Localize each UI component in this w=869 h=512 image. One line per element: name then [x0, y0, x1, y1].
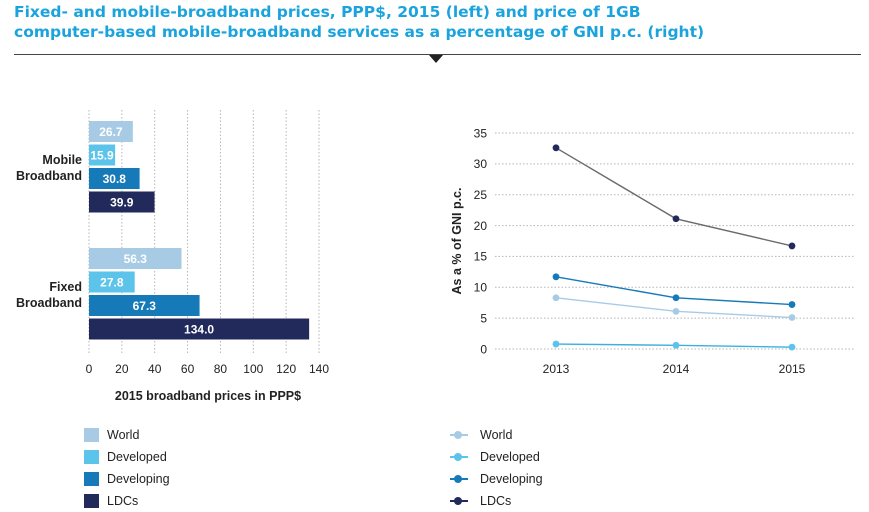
- bar-legend-item-ldcs: LDCs: [84, 490, 170, 512]
- bar-fixed-ldcs: [89, 318, 310, 340]
- title-line-1: Fixed- and mobile-broadband prices, PPP$…: [14, 3, 641, 21]
- bar-chart: 0 20 40 60 80 100 120 140 2015 broadband prices …: [16, 110, 329, 403]
- bar-fixed-developing: [89, 295, 200, 316]
- bar-value-label-mobile-developed: 15.9: [90, 148, 114, 162]
- pointer-triangle-icon: [429, 55, 443, 63]
- bar-legend-item-developed: Developed: [84, 446, 170, 468]
- bar-mobile-developing: [89, 168, 140, 189]
- line-y-tick-label: 15: [474, 250, 488, 264]
- bar-legend-swatch-developing: [84, 472, 99, 486]
- bar-legend-label-ldcs: LDCs: [107, 494, 139, 508]
- line-point-ldcs-2013: [552, 144, 560, 152]
- line-x-tick-label: 2014: [663, 362, 690, 376]
- bar-legend-label-world: World: [107, 428, 140, 442]
- line-point-world-2015: [788, 314, 796, 321]
- bar-legend-label-developing: Developing: [107, 472, 170, 486]
- line-legend-item-world: World: [450, 424, 543, 446]
- line-y-axis-label: As a % of GNI p.c.: [450, 188, 464, 295]
- line-y-tick-label: 35: [474, 126, 488, 140]
- line-y-tick-label: 30: [474, 157, 488, 171]
- bar-legend-swatch-developed: [84, 450, 99, 464]
- bar-category-label-mobile: Mobile Broadband: [16, 153, 82, 183]
- bar-fixed-world: [89, 248, 182, 269]
- bar-legend-item-world: World: [84, 424, 170, 446]
- line-y-tick-label: 5: [480, 311, 487, 325]
- line-legend-label-developed: Developed: [480, 450, 540, 464]
- line-chart-legend: World Developed Developing LDCs: [450, 424, 543, 512]
- bar-x-tick-label: 80: [214, 362, 228, 376]
- line-point-developed-2013: [552, 340, 560, 348]
- bar-value-label-mobile-ldcs: 39.9: [110, 195, 134, 209]
- line-legend-marker-world: [450, 428, 476, 442]
- line-legend-item-ldcs: LDCs: [450, 490, 543, 512]
- line-point-developing-2013: [552, 273, 560, 281]
- bar-value-label-fixed-ldcs: 134.0: [184, 322, 214, 336]
- bar-x-tick-label: 60: [181, 362, 195, 376]
- line-point-developed-2015: [788, 343, 796, 351]
- line-series-ldcs: [555, 147, 793, 247]
- line-legend-item-developing: Developing: [450, 468, 543, 490]
- line-y-tick-label: 10: [474, 281, 488, 295]
- bar-x-tick-label: 20: [115, 362, 129, 376]
- bar-x-tick-label: 120: [276, 362, 296, 376]
- line-chart: 0 5 10 15 20 25 30 35 2013 2014 2015 As a % of GNI …: [450, 126, 855, 376]
- bar-legend-item-developing: Developing: [84, 468, 170, 490]
- bar-x-tick-label: 0: [86, 362, 93, 376]
- line-point-world-2013: [552, 294, 560, 302]
- line-x-tick-label: 2013: [543, 362, 570, 376]
- line-point-developing-2014: [672, 294, 680, 302]
- line-legend-marker-developing: [450, 472, 476, 486]
- line-legend-item-developed: Developed: [450, 446, 543, 468]
- bar-grid: [88, 110, 320, 353]
- bar-x-tick-label: 100: [243, 362, 263, 376]
- line-legend-marker-developed: [450, 450, 476, 464]
- bar-value-label-fixed-developed: 27.8: [100, 275, 124, 289]
- bar-legend-label-developed: Developed: [107, 450, 167, 464]
- line-point-ldcs-2015: [788, 242, 796, 250]
- bar-value-label-mobile-world: 26.7: [99, 125, 123, 139]
- bar-legend-swatch-ldcs: [84, 494, 99, 508]
- bar-mobile-ldcs: [89, 191, 155, 213]
- bar-legend-swatch-world: [84, 428, 99, 442]
- bar-value-label-mobile-developing: 30.8: [103, 172, 127, 186]
- bar-value-label-fixed-world: 56.3: [124, 252, 148, 266]
- bar-chart-legend: World Developed Developing LDCs: [84, 424, 170, 512]
- bar-x-tick-label: 140: [309, 362, 329, 376]
- line-y-tick-label: 20: [474, 219, 488, 233]
- line-series-world: [555, 297, 793, 319]
- title-line-2: computer-based mobile-broadband services…: [14, 23, 705, 41]
- title-divider: [14, 54, 861, 55]
- line-legend-marker-ldcs: [450, 494, 476, 508]
- bar-mobile-world: [89, 121, 133, 142]
- line-point-developed-2014: [672, 341, 680, 349]
- line-y-tick-label: 25: [474, 188, 488, 202]
- line-legend-label-ldcs: LDCs: [480, 494, 512, 508]
- bar-category-label-fixed: Fixed Broadband: [16, 280, 82, 310]
- bar-fixed-developed: [89, 271, 135, 293]
- line-y-tick-label: 0: [480, 342, 487, 356]
- bar-x-tick-label: 40: [148, 362, 162, 376]
- line-x-tick-label: 2015: [779, 362, 806, 376]
- line-legend-label-world: World: [480, 428, 513, 442]
- bar-value-label-fixed-developing: 67.3: [133, 299, 157, 313]
- bar-x-axis-label: 2015 broadband prices in PPP$: [115, 389, 301, 403]
- bar-mobile-developed: [89, 144, 116, 166]
- chart-title: Fixed- and mobile-broadband prices, PPP$…: [14, 2, 854, 42]
- line-point-developing-2015: [788, 301, 796, 308]
- line-point-world-2014: [672, 307, 680, 315]
- line-legend-label-developing: Developing: [480, 472, 543, 486]
- line-point-ldcs-2014: [672, 215, 680, 223]
